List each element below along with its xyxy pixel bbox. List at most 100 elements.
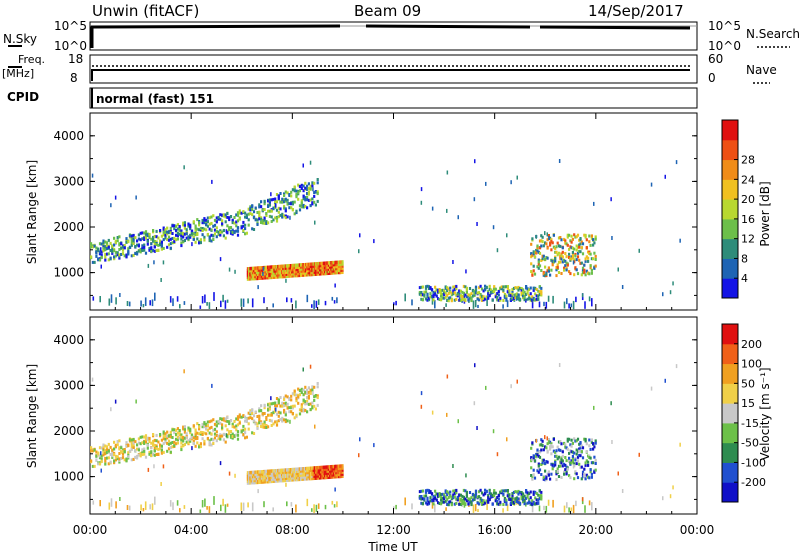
echo-cell (130, 443, 133, 447)
echo-cell (508, 497, 511, 501)
y-tick-label: 1000 (53, 470, 84, 484)
echo-cell (462, 497, 465, 501)
echo-cell (339, 270, 341, 275)
echo-cell (254, 410, 257, 414)
echo-cell (287, 274, 290, 278)
echo-cell (538, 246, 542, 250)
echo-cell (261, 218, 264, 222)
echo-cell (537, 454, 540, 458)
echo-cell (305, 477, 307, 481)
echo-cell (471, 492, 475, 496)
echo-cell (111, 246, 114, 250)
echo-cell (282, 266, 285, 271)
nave-tick-bottom: 0 (708, 71, 716, 85)
echo-cell (279, 474, 282, 479)
echo-cell (208, 236, 211, 240)
echo-cell (540, 497, 543, 501)
colorbar-tick-label: -100 (741, 456, 766, 469)
echo-cell (579, 242, 582, 246)
echo-cell (288, 474, 291, 478)
echo-cell (143, 449, 146, 453)
echo-cell (98, 454, 102, 458)
echo-cell (566, 439, 569, 443)
echo-cell (249, 277, 252, 281)
echo-cell (258, 414, 261, 418)
echo-cell (579, 454, 582, 458)
echo-cell (286, 395, 289, 399)
echo-cell (144, 230, 148, 234)
echo-cell (321, 469, 324, 474)
echo-cell (530, 459, 533, 463)
echo-cell (427, 285, 431, 289)
echo-cell (185, 432, 188, 436)
echo-cell (180, 229, 183, 233)
echo-cell (107, 258, 110, 262)
echo-cell (311, 181, 314, 185)
echo-cell (317, 465, 320, 470)
echo-cell (183, 232, 186, 236)
echo-cell (574, 235, 577, 239)
echo-cell (260, 476, 263, 480)
echo-cell (411, 503, 413, 510)
echo-cell (275, 473, 278, 477)
echo-cell (537, 266, 540, 270)
echo-cell (536, 453, 539, 457)
echo-cell (249, 479, 252, 483)
echo-cell (514, 293, 517, 297)
echo-cell (215, 230, 218, 233)
echo-cell (564, 241, 567, 245)
echo-cell (288, 268, 291, 272)
echo-cell (464, 502, 467, 506)
echo-cell (592, 257, 595, 261)
echo-cell (284, 472, 287, 476)
echo-cell (300, 409, 303, 413)
echo-cell (584, 259, 587, 263)
echo-cell (300, 391, 303, 394)
echo-cell (470, 292, 473, 296)
echo-cell (190, 433, 194, 437)
echo-cell (242, 229, 245, 232)
echo-cell (307, 270, 310, 275)
echo-cell (485, 295, 488, 299)
echo-cell (247, 411, 250, 415)
echo-cell (105, 244, 109, 248)
echo-cell (441, 492, 444, 496)
echo-cell (265, 418, 268, 421)
echo-cell (275, 407, 277, 412)
echo-cell (277, 194, 280, 198)
echo-cell (141, 237, 144, 241)
echo-cell (588, 234, 591, 238)
echo-cell (574, 439, 577, 443)
echo-cell (316, 266, 319, 270)
echo-cell (253, 476, 255, 481)
echo-cell (559, 244, 562, 248)
echo-cell (185, 236, 188, 240)
echo-cell (323, 269, 326, 274)
echo-cell (273, 473, 276, 477)
echo-cell (295, 192, 298, 196)
echo-cell (429, 286, 432, 290)
echo-cell (215, 434, 218, 437)
echo-cell (143, 236, 146, 240)
echo-cell (310, 474, 312, 479)
echo-cell (275, 469, 278, 473)
echo-cell (575, 235, 578, 239)
echo-cell (292, 467, 295, 472)
echo-cell (339, 472, 341, 477)
echo-cell (252, 414, 256, 418)
echo-cell (563, 505, 566, 513)
echo-cell (537, 464, 540, 468)
echo-cell (291, 202, 294, 206)
echo-cell (303, 467, 306, 471)
echo-cell (215, 220, 218, 224)
echo-cell (575, 439, 578, 443)
echo-cell (288, 193, 291, 196)
echo-cell (482, 499, 485, 503)
echo-cell (251, 480, 254, 485)
echo-cell (563, 472, 566, 476)
echo-cell (250, 481, 253, 485)
echo-cell (543, 301, 545, 307)
echo-cell (312, 466, 315, 470)
echo-cell (286, 468, 288, 472)
echo-cell (265, 267, 268, 272)
